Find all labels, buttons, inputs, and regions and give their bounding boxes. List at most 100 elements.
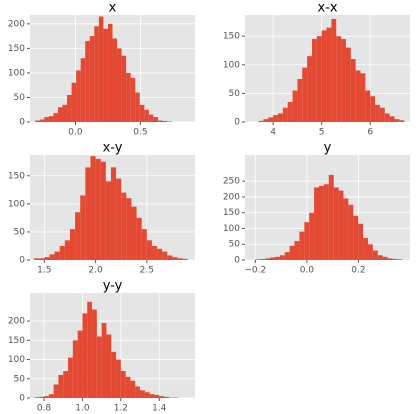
bar [103,28,108,122]
bar [72,340,78,398]
bar [177,258,183,260]
bar [75,212,81,260]
bar [274,256,280,260]
bar [100,161,106,260]
y-tick-label: 50 [229,89,241,99]
bar [39,396,45,398]
bar [126,198,132,260]
bar [268,117,274,122]
y-tick-label: 200 [8,19,25,29]
bar [49,254,55,260]
bar [309,212,315,260]
bar [98,16,104,123]
bar [307,56,312,122]
bar [270,257,275,260]
bar [365,90,371,122]
bar [95,158,101,260]
bar [182,258,188,260]
bar [265,258,271,260]
y-tick-label: 250 [223,177,240,187]
bar [299,231,305,260]
bar [397,259,403,260]
bar [370,96,376,122]
chart-title: x-x [317,1,337,16]
bar [117,48,122,123]
x-tick-label: 1.4 [152,404,167,414]
bar [350,59,356,122]
bar [311,39,317,122]
bar [260,259,266,260]
bar [318,185,324,260]
bar [162,121,168,122]
bar [353,215,359,260]
y-tick-label: 0 [19,256,25,266]
y-tick-label: 50 [14,93,26,103]
x-tick-label: −0.2 [244,266,266,276]
bar [34,397,40,398]
bar [157,248,163,260]
bar [140,390,145,398]
bar [154,394,160,398]
bar [139,104,145,122]
bar [258,120,264,122]
bar [87,301,93,398]
bar [58,374,64,398]
bar [273,115,278,122]
bar [343,198,349,260]
bar [82,313,88,398]
bar [94,26,99,123]
bar [167,255,173,260]
x-tick-label: 2.0 [88,266,103,276]
bar [39,258,45,260]
chart-title: x [109,1,117,16]
bar [107,23,113,122]
bar [292,90,298,122]
bar [384,113,390,122]
x-tick-label: 1.2 [114,404,128,414]
y-tick-label: 100 [8,68,25,78]
bar [80,195,86,260]
bar [44,396,49,398]
bar [105,181,111,260]
bar [57,107,63,122]
bar [64,240,70,260]
bar [125,376,131,398]
bar [141,229,147,260]
bar [375,104,380,122]
y-tick-label: 0 [19,118,25,128]
bar [136,217,142,260]
bar [48,394,54,398]
bar [399,120,405,122]
bar [363,237,368,260]
bar [34,258,40,260]
bar [77,330,83,398]
bar [382,256,388,260]
bar [151,245,158,260]
bar [326,27,332,123]
bar [355,70,361,122]
bar [92,309,97,398]
bar [144,392,150,398]
y-tick-label: 0 [19,394,25,404]
bar [338,190,344,260]
bar [360,73,366,122]
bar [387,258,393,260]
bar [116,178,122,260]
bar [392,259,398,260]
y-tick-label: 100 [223,60,240,70]
bar [112,38,118,122]
bar [331,19,337,122]
bar [76,70,81,122]
bar [130,77,136,122]
bar [148,114,154,122]
y-tick-label: 150 [8,336,25,346]
bar [294,241,300,260]
bar [131,206,137,260]
bar [159,396,165,398]
bar [39,119,45,122]
bar [328,174,334,260]
y-tick-label: 150 [223,208,240,218]
y-tick-label: 100 [8,355,25,365]
bar [323,184,329,260]
